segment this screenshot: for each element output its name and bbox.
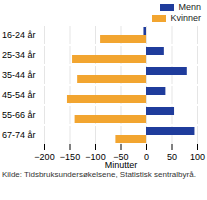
html-text:Menn: Menn bbox=[178, 2, 201, 12]
svg-text:Minutter: Minutter bbox=[105, 160, 138, 170]
svg-text:45-54 år: 45-54 år bbox=[2, 90, 36, 100]
svg-text:−150: −150 bbox=[60, 152, 80, 162]
svg-text:−100: −100 bbox=[85, 152, 105, 162]
svg-text:100: 100 bbox=[190, 152, 205, 162]
svg-text:−200: −200 bbox=[34, 152, 54, 162]
svg-text:16-24 år: 16-24 år bbox=[2, 30, 36, 40]
svg-text:50: 50 bbox=[167, 152, 177, 162]
svg-text:67-74 år: 67-74 år bbox=[2, 130, 36, 140]
svg-text:25-34 år: 25-34 år bbox=[2, 50, 36, 60]
svg-text:−50: −50 bbox=[113, 151, 129, 162]
svg-text:35-44 år: 35-44 år bbox=[2, 70, 36, 80]
svg-text:0: 0 bbox=[144, 152, 149, 162]
html-text:Kvinner: Kvinner bbox=[170, 13, 201, 23]
html-text:Kilde: Tidsbruksundersøkelsene: Kilde: Tidsbruksundersøkelsene, Statisti… bbox=[2, 170, 196, 179]
svg-text:55-66 år: 55-66 år bbox=[2, 110, 36, 120]
